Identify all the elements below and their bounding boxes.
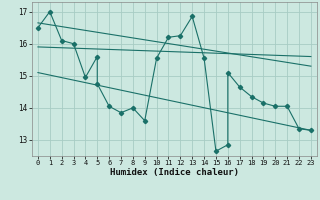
X-axis label: Humidex (Indice chaleur): Humidex (Indice chaleur) [110, 168, 239, 177]
